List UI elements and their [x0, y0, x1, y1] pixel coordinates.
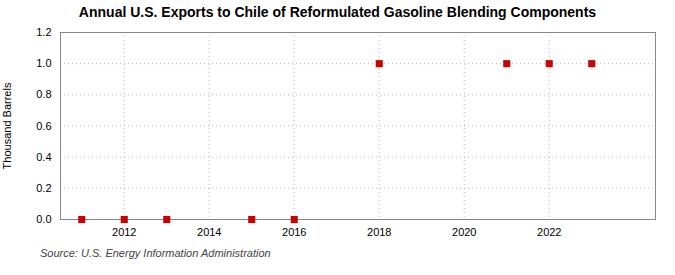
svg-text:2012: 2012 [112, 226, 136, 238]
svg-text:2018: 2018 [367, 226, 391, 238]
html-text:Source: U.S. Energy Informatio: Source: U.S. Energy Information Administ… [40, 247, 271, 259]
svg-text:2020: 2020 [452, 226, 476, 238]
svg-text:2016: 2016 [282, 226, 306, 238]
svg-text:0.2: 0.2 [36, 182, 51, 194]
svg-text:2014: 2014 [197, 226, 221, 238]
svg-text:1.2: 1.2 [36, 26, 51, 38]
html-text:Annual U.S. Exports to Chile o: Annual U.S. Exports to Chile of Reformul… [78, 4, 597, 20]
svg-text:0.8: 0.8 [36, 88, 51, 100]
svg-text:2022: 2022 [537, 226, 561, 238]
svg-text:0.0: 0.0 [36, 213, 51, 225]
svg-text:Thousand Barrels: Thousand Barrels [1, 82, 13, 169]
svg-text:1.0: 1.0 [36, 57, 51, 69]
svg-text:0.6: 0.6 [36, 120, 51, 132]
svg-text:0.4: 0.4 [36, 151, 51, 163]
